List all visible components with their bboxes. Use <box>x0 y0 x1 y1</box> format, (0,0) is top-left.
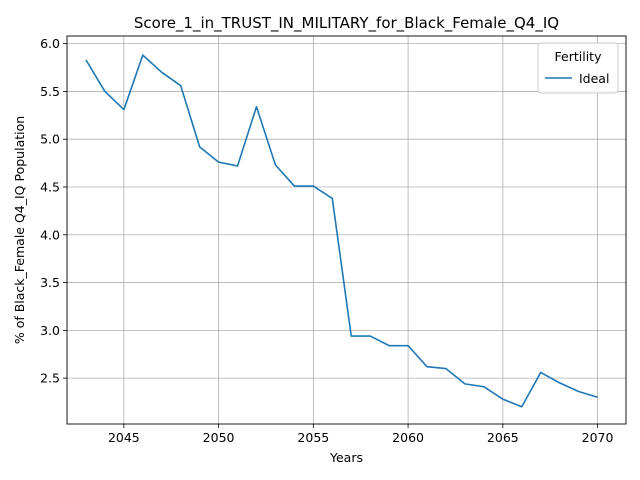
data-point <box>312 185 314 187</box>
x-tick-label: 2065 <box>487 430 519 445</box>
data-point <box>179 84 181 86</box>
x-tick-label: 2055 <box>297 430 329 445</box>
legend-label-ideal: Ideal <box>579 71 609 86</box>
data-point <box>255 106 257 108</box>
data-point <box>502 398 504 400</box>
series-line-ideal <box>85 54 598 408</box>
plot-frame <box>66 35 627 425</box>
data-point <box>426 365 428 367</box>
y-tick-label: 5.0 <box>40 132 60 147</box>
x-axis-label: Years <box>329 450 363 465</box>
data-point <box>104 90 106 92</box>
y-tick-label: 5.5 <box>40 84 60 99</box>
legend: Fertility Ideal <box>537 42 619 94</box>
legend-title: Fertility <box>555 49 603 64</box>
y-tick-label: 2.5 <box>40 371 60 386</box>
y-tick-label: 3.5 <box>40 275 60 290</box>
data-point <box>236 165 238 167</box>
data-point <box>577 390 579 392</box>
x-tick-label: 2070 <box>582 430 614 445</box>
series-layer <box>85 54 598 408</box>
y-axis: 2.5 3.0 3.5 4.0 4.5 5.0 5.5 6.0 <box>40 36 67 386</box>
x-axis: 2045 2050 2055 2060 2065 2070 <box>108 424 614 445</box>
data-point <box>521 406 523 408</box>
y-axis-label: % of Black_Female Q4_IQ Population <box>12 116 27 344</box>
data-point <box>142 54 144 56</box>
data-point <box>161 71 163 73</box>
grid-lines <box>67 36 626 424</box>
data-point <box>388 344 390 346</box>
data-point <box>445 367 447 369</box>
data-point <box>217 161 219 163</box>
data-point <box>407 344 409 346</box>
x-tick-label: 2050 <box>203 430 235 445</box>
y-tick-label: 6.0 <box>40 36 60 51</box>
data-point <box>123 108 125 110</box>
data-point <box>85 59 87 61</box>
data-point <box>293 185 295 187</box>
data-point <box>369 335 371 337</box>
chart-title: Score_1_in_TRUST_IN_MILITARY_for_Black_F… <box>134 14 559 33</box>
y-tick-label: 3.0 <box>40 323 60 338</box>
y-tick-label: 4.5 <box>40 179 60 194</box>
data-point <box>540 371 542 373</box>
data-point <box>274 164 276 166</box>
data-point <box>331 197 333 199</box>
data-point <box>350 335 352 337</box>
x-tick-label: 2045 <box>108 430 140 445</box>
data-point <box>558 382 560 384</box>
legend-box <box>537 42 619 94</box>
data-point <box>483 386 485 388</box>
data-point <box>198 146 200 148</box>
data-point <box>464 383 466 385</box>
data-point <box>596 396 598 398</box>
y-tick-label: 4.0 <box>40 227 60 242</box>
x-tick-label: 2060 <box>392 430 424 445</box>
